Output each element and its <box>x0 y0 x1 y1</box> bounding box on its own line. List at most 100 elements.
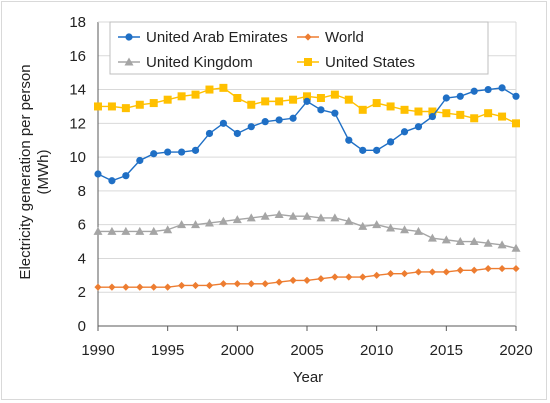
data-point-world <box>178 281 186 290</box>
data-point-united-kingdom <box>232 215 242 224</box>
data-point-united-kingdom <box>330 213 340 222</box>
data-point-world <box>442 268 450 276</box>
data-point-united-arab-emirates <box>191 146 200 154</box>
data-point-united-states <box>107 102 116 111</box>
data-point-united-kingdom <box>302 211 312 220</box>
data-point-united-kingdom <box>191 220 201 229</box>
data-point-united-arab-emirates <box>442 94 450 102</box>
data-point-world <box>456 266 464 274</box>
x-tick-label: 2010 <box>360 342 393 359</box>
legend: United Arab Emirates World United Kingdom U… <box>109 21 489 75</box>
data-point-united-arab-emirates <box>219 119 227 127</box>
series-world <box>94 264 520 291</box>
data-point-united-states <box>400 105 409 114</box>
data-point-world <box>205 281 214 290</box>
data-point-united-states <box>289 95 298 104</box>
x-tick-label: 1990 <box>81 342 114 359</box>
y-axis-label-unit: (MWh) <box>35 150 52 195</box>
data-point-united-arab-emirates <box>164 148 172 156</box>
data-point-united-states <box>442 109 451 118</box>
data-point-united-kingdom <box>455 237 465 246</box>
data-point-united-arab-emirates <box>122 172 130 180</box>
x-axis-label: Year <box>293 369 323 386</box>
data-point-world <box>150 283 158 291</box>
data-point-united-kingdom <box>135 226 145 235</box>
y-tick-label: 2 <box>78 284 86 301</box>
data-point-united-arab-emirates <box>261 118 269 126</box>
data-point-united-states <box>358 105 367 114</box>
legend-marker-world <box>304 33 312 41</box>
data-point-united-kingdom <box>218 216 228 225</box>
data-point-world <box>275 278 283 286</box>
data-point-united-kingdom <box>358 221 368 230</box>
data-point-united-arab-emirates <box>247 123 255 131</box>
data-point-united-states <box>275 97 284 106</box>
y-tick-label: 4 <box>78 250 86 267</box>
data-point-world <box>191 281 200 290</box>
data-point-united-states <box>386 102 395 111</box>
data-point-united-states <box>344 95 353 104</box>
legend-marker-united-states <box>304 58 312 66</box>
data-point-united-arab-emirates <box>136 156 144 165</box>
data-point-world <box>261 280 269 288</box>
plot-area <box>93 83 521 291</box>
data-point-united-kingdom <box>121 226 131 235</box>
data-point-united-kingdom <box>246 213 256 222</box>
y-tick-label: 0 <box>78 318 86 335</box>
y-tick-label: 6 <box>78 217 86 234</box>
series-united-states <box>94 83 520 128</box>
y-tick-label: 14 <box>69 82 86 99</box>
data-point-united-kingdom <box>316 213 326 222</box>
data-point-world <box>414 268 423 276</box>
data-point-world <box>94 283 102 291</box>
data-point-united-states <box>261 97 270 106</box>
data-point-world <box>359 273 367 281</box>
y-tick-label: 18 <box>69 14 86 31</box>
data-point-world <box>484 264 492 273</box>
data-point-united-kingdom <box>497 240 507 249</box>
data-point-united-states <box>233 94 242 102</box>
data-point-united-states <box>219 83 228 92</box>
x-tick-label: 2020 <box>499 342 532 359</box>
y-tick-label: 8 <box>78 183 86 200</box>
series-united-arab-emirates <box>94 84 520 185</box>
data-point-united-states <box>303 92 311 101</box>
data-point-united-arab-emirates <box>275 116 283 124</box>
data-point-united-arab-emirates <box>484 85 492 94</box>
data-point-united-arab-emirates <box>373 146 381 154</box>
legend-label-united-arab-emirates: United Arab Emirates <box>146 29 288 46</box>
data-point-united-kingdom <box>107 226 117 235</box>
data-point-world <box>164 283 172 291</box>
data-point-world <box>233 280 241 288</box>
legend-label-united-states: United States <box>325 54 415 71</box>
data-point-world <box>470 266 478 274</box>
data-point-united-arab-emirates <box>470 87 478 95</box>
legend-box <box>109 21 489 75</box>
data-point-united-kingdom <box>204 218 214 227</box>
data-point-united-states <box>498 112 507 121</box>
data-point-world <box>247 280 255 288</box>
data-point-united-states <box>428 107 437 116</box>
data-point-united-kingdom <box>260 211 270 220</box>
data-point-united-states <box>414 107 423 116</box>
data-point-united-kingdom <box>386 223 396 232</box>
data-point-united-states <box>191 90 200 99</box>
y-tick-labels: 0 2 4 6 8 10 12 14 16 18 <box>69 14 86 335</box>
data-point-united-arab-emirates <box>317 106 325 114</box>
data-point-united-kingdom <box>149 226 159 235</box>
data-point-united-arab-emirates <box>456 92 464 100</box>
data-point-united-arab-emirates <box>289 114 297 122</box>
data-point-united-kingdom <box>93 226 103 235</box>
data-point-united-kingdom <box>400 225 410 234</box>
data-point-united-kingdom <box>372 220 382 229</box>
data-point-united-kingdom <box>274 210 284 219</box>
data-point-united-arab-emirates <box>150 150 158 158</box>
series-united-kingdom <box>93 210 521 252</box>
data-point-united-arab-emirates <box>233 129 241 138</box>
data-point-united-kingdom <box>177 220 187 229</box>
x-tick-label: 2000 <box>221 342 254 359</box>
data-point-world <box>373 271 381 279</box>
data-point-united-states <box>163 95 172 104</box>
data-point-united-kingdom <box>288 211 298 220</box>
